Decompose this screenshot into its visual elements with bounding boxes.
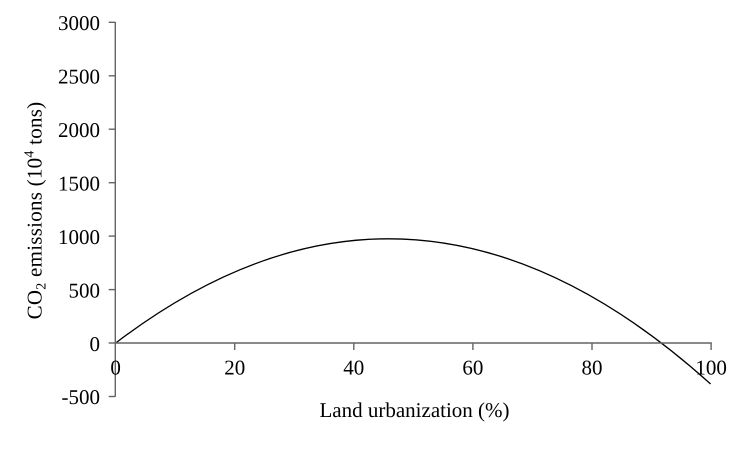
svg-text:1000: 1000 [58,225,100,249]
svg-text:3000: 3000 [58,11,100,35]
svg-text:2500: 2500 [58,65,100,89]
svg-text:60: 60 [462,356,483,380]
svg-text:0: 0 [110,356,121,380]
svg-text:80: 80 [582,356,603,380]
svg-text:CO2 emissions (104 tons): CO2 emissions (104 tons) [23,102,50,320]
svg-text:40: 40 [343,356,364,380]
svg-text:1500: 1500 [58,172,100,196]
svg-text:0: 0 [90,332,101,356]
svg-text:2000: 2000 [58,118,100,142]
svg-text:-500: -500 [62,385,101,409]
svg-text:Land urbanization (%): Land urbanization (%) [319,398,509,422]
svg-text:100: 100 [695,356,727,380]
svg-text:500: 500 [69,278,101,302]
svg-text:20: 20 [224,356,245,380]
